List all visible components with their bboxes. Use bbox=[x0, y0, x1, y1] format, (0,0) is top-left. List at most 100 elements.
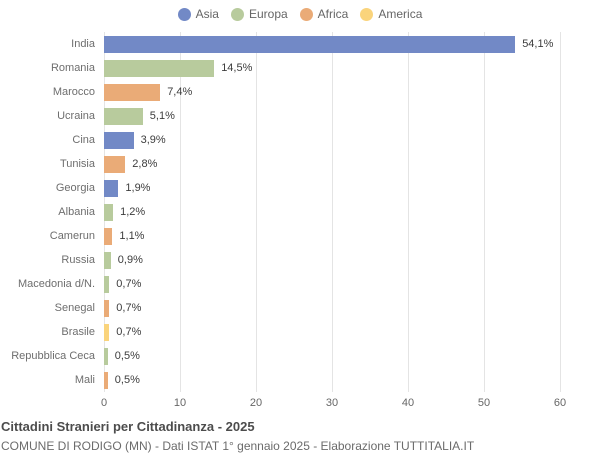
bar-ucraina[interactable] bbox=[104, 107, 143, 125]
category-label: Romania bbox=[50, 62, 95, 74]
legend-item-asia[interactable]: Asia bbox=[177, 7, 219, 21]
bar-cina[interactable] bbox=[104, 131, 134, 149]
bar-albania[interactable] bbox=[104, 203, 114, 221]
bar-georgia[interactable] bbox=[104, 179, 119, 197]
chart-title: Cittadini Stranieri per Cittadinanza - 2… bbox=[1, 419, 255, 434]
bar-track: 2,8% bbox=[104, 155, 560, 173]
bar-macedonia-d-n-[interactable] bbox=[104, 275, 110, 293]
legend-label: Asia bbox=[195, 7, 219, 21]
x-tick-label: 50 bbox=[477, 397, 491, 409]
value-label: 0,7% bbox=[116, 326, 142, 338]
bar-track: 1,9% bbox=[104, 179, 560, 197]
bar-row: India 54,1% bbox=[0, 32, 600, 56]
category-label: Tunisia bbox=[59, 158, 95, 170]
legend-label: Europa bbox=[248, 7, 288, 21]
legend-item-europa[interactable]: Europa bbox=[230, 7, 288, 21]
chart-legend: Asia Europa Africa America bbox=[0, 7, 600, 21]
value-label: 1,9% bbox=[125, 182, 151, 194]
bar-track: 0,5% bbox=[104, 347, 560, 365]
legend-item-america[interactable]: America bbox=[360, 7, 422, 21]
value-label: 1,2% bbox=[120, 206, 146, 218]
category-label: Mali bbox=[74, 374, 95, 386]
bar-track: 5,1% bbox=[104, 107, 560, 125]
bar-romania[interactable] bbox=[104, 59, 215, 77]
legend-swatch-icon bbox=[299, 7, 313, 21]
bar-brasile[interactable] bbox=[104, 323, 110, 341]
legend-label: Africa bbox=[317, 7, 349, 21]
category-label: Senegal bbox=[54, 302, 95, 314]
bar-marocco[interactable] bbox=[104, 83, 161, 101]
x-tick-label: 30 bbox=[325, 397, 339, 409]
value-label: 3,9% bbox=[140, 134, 166, 146]
bar-track: 54,1% bbox=[104, 35, 560, 53]
category-label: Cina bbox=[72, 134, 95, 146]
bar-row: Albania 1,2% bbox=[0, 200, 600, 224]
gridline bbox=[408, 32, 409, 392]
bar-rows: India 54,1% Romania 14,5% Marocco 7,4% Ucraina… bbox=[0, 32, 600, 392]
bar-tunisia[interactable] bbox=[104, 155, 126, 173]
bar-row: Mali 0,5% bbox=[0, 368, 600, 392]
gridline bbox=[180, 32, 181, 392]
x-tick-label: 40 bbox=[401, 397, 415, 409]
gridline bbox=[332, 32, 333, 392]
value-label: 0,5% bbox=[114, 374, 140, 386]
value-label: 0,5% bbox=[114, 350, 140, 362]
category-label: Marocco bbox=[52, 86, 95, 98]
gridline bbox=[256, 32, 257, 392]
x-tick-label: 0 bbox=[100, 397, 108, 409]
bar-row: Brasile 0,7% bbox=[0, 320, 600, 344]
gridline bbox=[560, 32, 561, 392]
legend-swatch-icon bbox=[177, 7, 191, 21]
category-label: Camerun bbox=[49, 230, 95, 242]
bar-track: 7,4% bbox=[104, 83, 560, 101]
bar-track: 3,9% bbox=[104, 131, 560, 149]
bar-row: Tunisia 2,8% bbox=[0, 152, 600, 176]
category-label: Repubblica Ceca bbox=[11, 350, 95, 362]
bar-row: Marocco 7,4% bbox=[0, 80, 600, 104]
bar-track: 0,7% bbox=[104, 299, 560, 317]
x-axis: 0 10 20 30 40 50 60 bbox=[100, 397, 566, 411]
bar-track: 1,1% bbox=[104, 227, 560, 245]
bar-india[interactable] bbox=[104, 35, 516, 53]
bar-row: Macedonia d/N. 0,7% bbox=[0, 272, 600, 296]
x-tick-label: 10 bbox=[173, 397, 187, 409]
value-label: 7,4% bbox=[167, 86, 193, 98]
legend-item-africa[interactable]: Africa bbox=[299, 7, 349, 21]
category-label: Ucraina bbox=[57, 110, 95, 122]
value-label: 5,1% bbox=[149, 110, 175, 122]
bar-camerun[interactable] bbox=[104, 227, 113, 245]
bar-senegal[interactable] bbox=[104, 299, 110, 317]
gridline bbox=[484, 32, 485, 392]
x-tick-label: 60 bbox=[553, 397, 567, 409]
bar-row: Russia 0,9% bbox=[0, 248, 600, 272]
value-label: 0,7% bbox=[116, 302, 142, 314]
chart-subtitle: COMUNE DI RODIGO (MN) - Dati ISTAT 1° ge… bbox=[1, 439, 475, 453]
category-label: India bbox=[71, 38, 95, 50]
value-label: 0,9% bbox=[117, 254, 143, 266]
bar-row: Senegal 0,7% bbox=[0, 296, 600, 320]
bar-track: 0,5% bbox=[104, 371, 560, 389]
bar-repubblica-ceca[interactable] bbox=[104, 347, 108, 365]
category-label: Albania bbox=[58, 206, 95, 218]
bar-row: Georgia 1,9% bbox=[0, 176, 600, 200]
bar-row: Romania 14,5% bbox=[0, 56, 600, 80]
bar-track: 0,7% bbox=[104, 275, 560, 293]
category-label: Russia bbox=[61, 254, 95, 266]
legend-swatch-icon bbox=[230, 7, 244, 21]
value-label: 2,8% bbox=[132, 158, 158, 170]
bar-track: 0,9% bbox=[104, 251, 560, 269]
bar-row: Repubblica Ceca 0,5% bbox=[0, 344, 600, 368]
bar-row: Cina 3,9% bbox=[0, 128, 600, 152]
value-label: 0,7% bbox=[116, 278, 142, 290]
bar-row: Camerun 1,1% bbox=[0, 224, 600, 248]
category-label: Brasile bbox=[61, 326, 95, 338]
bar-russia[interactable] bbox=[104, 251, 111, 269]
value-label: 14,5% bbox=[221, 62, 253, 74]
legend-label: America bbox=[378, 7, 423, 21]
bar-mali[interactable] bbox=[104, 371, 108, 389]
value-label: 1,1% bbox=[119, 230, 145, 242]
x-tick-label: 20 bbox=[249, 397, 263, 409]
bar-track: 1,2% bbox=[104, 203, 560, 221]
legend-swatch-icon bbox=[360, 7, 374, 21]
bar-row: Ucraina 5,1% bbox=[0, 104, 600, 128]
